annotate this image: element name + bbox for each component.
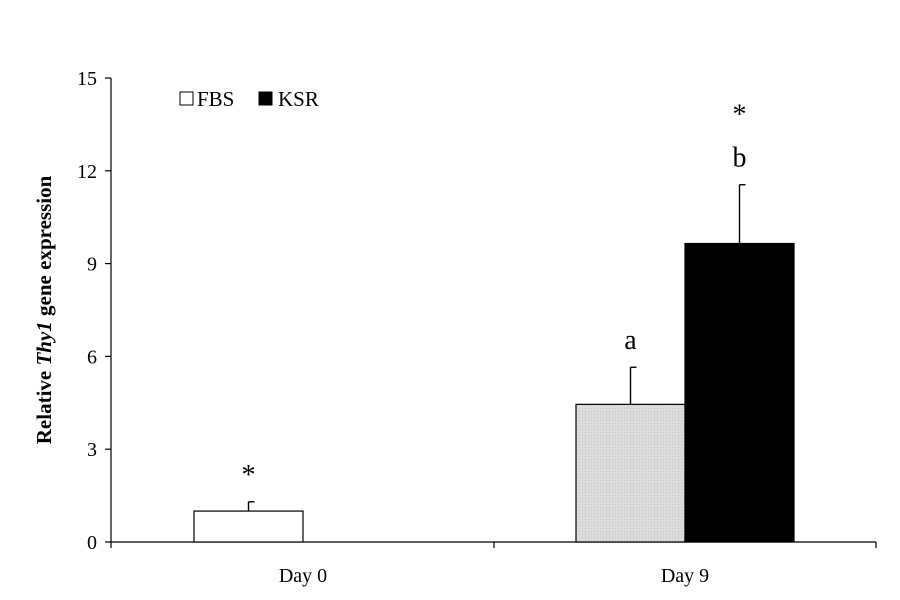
y-tick-label: 0 xyxy=(87,532,97,554)
legend: FBS KSR xyxy=(179,87,319,111)
y-tick-label: 3 xyxy=(87,439,97,461)
error-bars xyxy=(247,184,746,512)
legend-label-ksr: KSR xyxy=(278,87,319,111)
bar-fbs-day-9 xyxy=(575,403,686,543)
y-tick-label: 9 xyxy=(87,254,97,276)
legend-label-fbs: FBS xyxy=(197,87,234,111)
category-labels: Day 0 Day 9 xyxy=(110,542,877,587)
y-tick-label: 15 xyxy=(77,68,97,90)
annotations: * a b * xyxy=(242,100,747,491)
legend-swatch-fbs xyxy=(179,91,194,106)
annotation-label: a xyxy=(624,325,637,356)
y-axis-label: Relative Thy1 gene expression xyxy=(32,175,56,444)
y-tick-label: 12 xyxy=(77,161,97,183)
annotation-label: * xyxy=(242,460,256,491)
annotation-label: * xyxy=(733,100,747,131)
bar-fbs-day-0 xyxy=(193,510,304,543)
y-ticks: 0 3 6 9 12 15 xyxy=(77,68,111,554)
bar-ksr-day-9 xyxy=(684,242,795,543)
x-tick-label: Day 0 xyxy=(279,565,327,587)
x-tick-label: Day 9 xyxy=(661,565,709,587)
y-tick-label: 6 xyxy=(87,346,97,368)
legend-swatch-ksr xyxy=(258,91,273,106)
bars xyxy=(193,242,795,543)
annotation-label: b xyxy=(733,143,747,174)
